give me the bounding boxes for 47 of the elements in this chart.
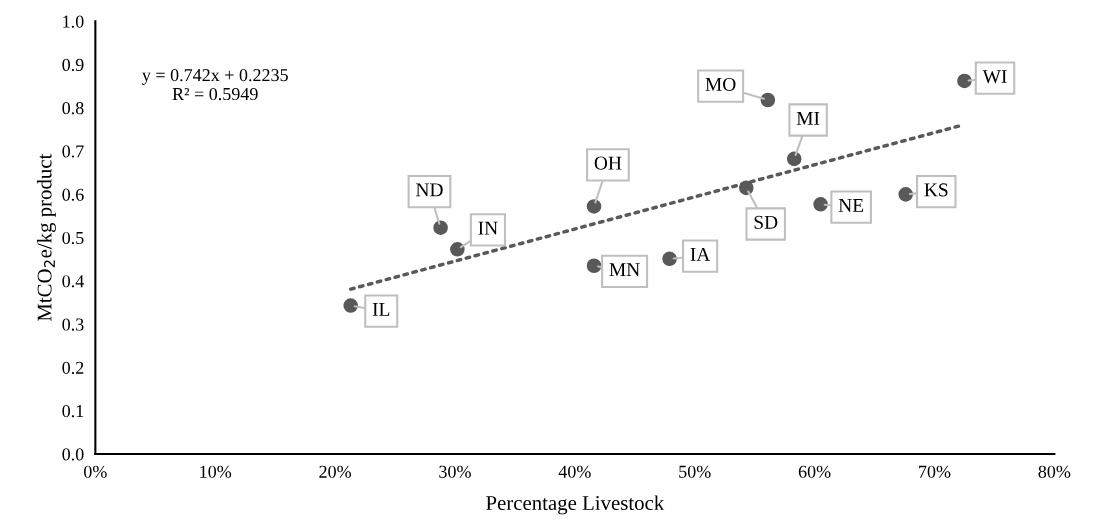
data-label: IA (690, 247, 711, 261)
x-axis-title: Percentage Livestock (486, 495, 665, 515)
x-tick-label: 70% (919, 465, 951, 478)
x-tick-label: 10% (200, 465, 232, 478)
data-label: OH (594, 156, 622, 170)
point (586, 258, 602, 274)
x-tick-label: 30% (439, 465, 471, 478)
y-tick-label: 0.0 (62, 448, 84, 461)
point (586, 199, 602, 214)
point (898, 187, 913, 202)
point (662, 251, 677, 267)
y-tick-label: 0.1 (62, 404, 84, 418)
data-label: MN (609, 263, 640, 276)
y-tick-label: 1.0 (63, 15, 84, 28)
y-tick-label: 0.6 (62, 188, 84, 201)
data-label: MI (796, 111, 820, 125)
point (786, 151, 802, 167)
data-label: SD (754, 215, 778, 229)
y-tick-label: 0.4 (62, 275, 84, 288)
y-tick-label: 0.3 (62, 318, 84, 331)
y-axis-title: MtCO$_{2}$e/kg product (36, 153, 56, 322)
y-tick-label: 0.5 (62, 231, 84, 245)
data-label: KS (924, 183, 948, 197)
point (433, 220, 448, 235)
y-tick-label: 0.7 (62, 145, 84, 158)
data-label: WI (982, 70, 1007, 84)
x-tick-label: 80% (1038, 465, 1071, 478)
x-tick-label: 60% (798, 465, 831, 478)
x-tick-label: 40% (558, 465, 591, 478)
x-tick-label: 0% (84, 465, 107, 478)
point (343, 298, 358, 313)
point (957, 73, 972, 89)
y-tick-label: 0.9 (62, 58, 84, 72)
data-label: IL (372, 303, 390, 316)
x-tick-label: 20% (319, 465, 352, 478)
point (813, 197, 828, 212)
point (738, 180, 754, 196)
point (450, 242, 465, 257)
y-tick-label: 0.2 (62, 361, 84, 374)
data-label: IN (478, 221, 498, 235)
data-label: MO (705, 77, 736, 91)
data-label: ND (416, 183, 443, 197)
annotation: y = 0.742x + 0.2235 R² = 0.5949 (142, 69, 288, 101)
y-tick-label: 0.8 (62, 102, 84, 115)
point (760, 92, 776, 108)
x-tick-label: 50% (679, 465, 711, 478)
data-label: NE (838, 199, 864, 212)
